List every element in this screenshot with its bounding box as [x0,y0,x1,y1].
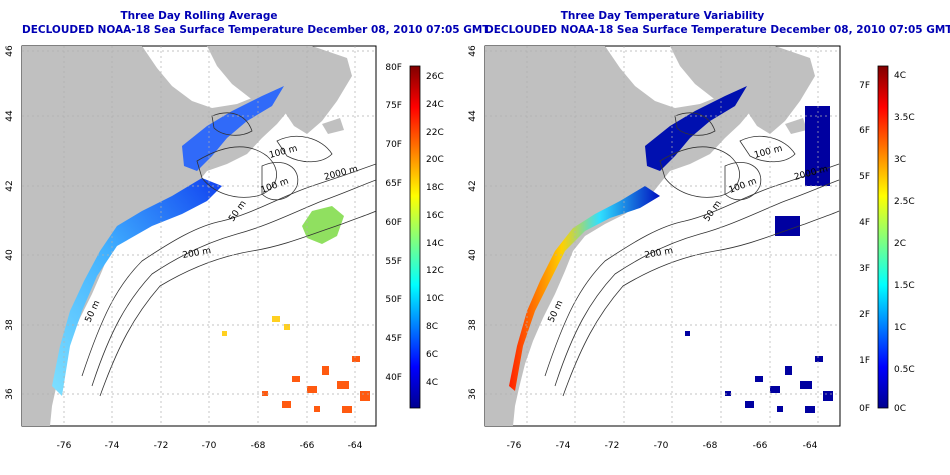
right-gridlines [485,46,840,426]
svg-text:50F: 50F [385,295,402,305]
svg-text:42: 42 [5,180,15,191]
svg-text:0C: 0C [894,404,906,414]
right-depth-label-5: 200 m [644,246,674,261]
svg-text:46: 46 [5,45,15,57]
svg-text:42: 42 [468,180,478,191]
right-title: Three Day Temperature Variability [560,10,765,22]
svg-text:-74: -74 [105,441,120,451]
svg-text:4F: 4F [859,218,870,228]
svg-text:-72: -72 [605,441,620,451]
svg-text:70F: 70F [385,140,402,150]
svg-text:-76: -76 [57,441,72,451]
svg-text:2C: 2C [894,239,906,249]
svg-text:18C: 18C [426,183,444,193]
svg-text:46: 46 [468,45,478,57]
svg-text:6C: 6C [426,350,438,360]
left-x-axis: -76 -74 -72 -70 -68 -66 -64 [57,441,363,451]
svg-text:36: 36 [468,388,478,400]
svg-text:16C: 16C [426,211,444,221]
right-colorbar-c-labels: 4C 3.5C 3C 2.5C 2C 1.5C 1C 0.5C 0C [894,71,915,414]
right-var-coastal-band [509,186,660,391]
svg-text:38: 38 [468,319,478,331]
svg-text:40: 40 [5,249,15,261]
svg-text:55F: 55F [385,257,402,267]
right-map-frame [484,45,841,427]
svg-text:44: 44 [5,110,15,122]
svg-text:4C: 4C [894,71,906,81]
svg-text:-68: -68 [251,441,266,451]
left-colorbar-f-labels: 80F 75F 70F 65F 60F 55F 50F 45F 40F [385,63,402,383]
svg-text:7F: 7F [859,81,870,91]
svg-text:40: 40 [468,249,478,261]
svg-text:10C: 10C [426,294,444,304]
svg-text:40F: 40F [385,373,402,383]
left-colorbar-c-labels: 26C 24C 22C 20C 18C 16C 14C 12C 10C 8C 6… [426,72,444,388]
left-sst-coastal-band [52,178,222,396]
right-colorbar [877,65,889,409]
svg-text:22C: 22C [426,128,444,138]
svg-text:3C: 3C [894,155,906,165]
svg-text:-66: -66 [300,441,315,451]
svg-text:-76: -76 [507,441,522,451]
svg-text:-72: -72 [154,441,169,451]
svg-text:45F: 45F [385,334,402,344]
left-y-axis: 46 44 42 40 38 36 [5,45,15,400]
left-map-frame [21,45,377,427]
svg-text:20C: 20C [426,155,444,165]
right-var-gulf-maine [645,86,747,171]
svg-text:44: 44 [468,110,478,122]
svg-text:-70: -70 [202,441,217,451]
right-subtitle: DECLOUDED NOAA-18 Sea Surface Temperatur… [485,24,950,36]
left-sst-mid-speckle [222,316,290,336]
svg-text:0.5C: 0.5C [894,365,915,375]
svg-text:4C: 4C [426,378,438,388]
right-y-axis: 46 44 42 40 38 36 [468,45,478,400]
svg-text:12C: 12C [426,266,444,276]
svg-text:1F: 1F [859,356,870,366]
svg-text:-70: -70 [654,441,669,451]
svg-text:75F: 75F [385,101,402,111]
svg-text:1C: 1C [894,323,906,333]
svg-text:80F: 80F [385,63,402,73]
svg-text:60F: 60F [385,218,402,228]
svg-text:1.5C: 1.5C [894,281,915,291]
svg-text:-68: -68 [703,441,718,451]
svg-text:-74: -74 [556,441,571,451]
svg-text:8C: 8C [426,322,438,332]
svg-text:-66: -66 [753,441,768,451]
svg-text:5F: 5F [859,172,870,182]
svg-text:-64: -64 [348,441,363,451]
svg-text:6F: 6F [859,126,870,136]
svg-text:65F: 65F [385,179,402,189]
svg-text:-64: -64 [803,441,818,451]
right-x-axis: -76 -74 -72 -70 -68 -66 -64 [507,441,818,451]
left-colorbar [409,65,421,409]
svg-text:26C: 26C [426,72,444,82]
right-var-offshore-speckle [685,106,833,413]
svg-text:3.5C: 3.5C [894,113,915,123]
svg-text:2.5C: 2.5C [894,197,915,207]
left-depth-label-5: 200 m [182,246,212,261]
left-sst-gulf-maine [182,86,284,171]
svg-text:3F: 3F [859,264,870,274]
left-sst-offshore-speckle [262,356,370,413]
svg-text:24C: 24C [426,100,444,110]
svg-text:38: 38 [5,319,15,331]
svg-text:2F: 2F [859,310,870,320]
left-subtitle: DECLOUDED NOAA-18 Sea Surface Temperatur… [22,24,490,36]
svg-text:36: 36 [5,388,15,400]
left-gridlines [22,46,376,426]
left-title: Three Day Rolling Average [120,10,278,22]
right-colorbar-f-labels: 7F 6F 5F 4F 3F 2F 1F 0F [859,81,870,414]
svg-text:14C: 14C [426,239,444,249]
svg-text:0F: 0F [859,404,870,414]
